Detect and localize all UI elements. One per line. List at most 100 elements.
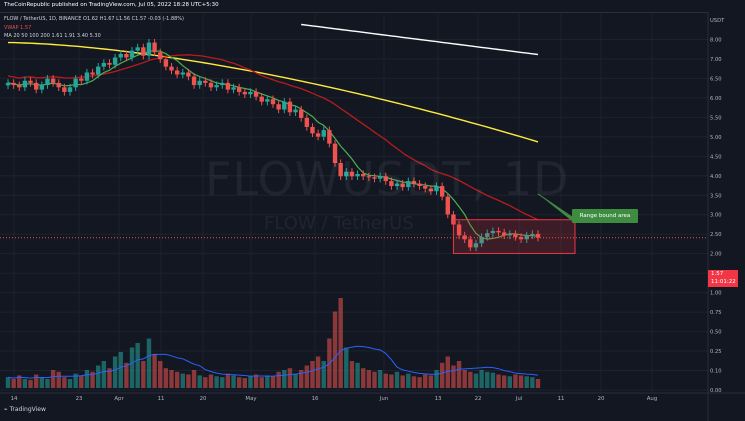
volume-bar	[383, 373, 388, 388]
candle-body	[439, 186, 445, 197]
volume-bar	[468, 371, 473, 388]
candle-body	[17, 85, 22, 88]
candle-body	[124, 54, 129, 58]
candle-body	[22, 80, 28, 88]
volume-bar	[101, 361, 107, 388]
y-tick-label: 0.10	[710, 369, 722, 375]
volume-bar	[163, 368, 169, 388]
y-tick-label: 7.00	[710, 57, 722, 63]
volume-bar	[535, 379, 541, 388]
candle-body	[135, 47, 140, 51]
candle-body	[507, 233, 513, 236]
y-tick-label: 8.00	[710, 37, 722, 43]
ma200-line	[301, 23, 539, 56]
ma100-line	[8, 41, 539, 143]
candle-body	[112, 57, 118, 65]
volume-bar	[400, 375, 405, 388]
candle-body	[191, 76, 197, 86]
x-tick-label: 11	[158, 396, 165, 402]
volume-bar	[174, 371, 180, 388]
candle-body	[361, 173, 366, 177]
candle-body	[101, 62, 107, 67]
candle-body	[518, 236, 524, 240]
moving-average-legend[interactable]: MA 20 50 100 200 1.61 1.91 3.40 5.30	[4, 33, 101, 39]
candle-body	[344, 171, 349, 177]
volume-bar	[462, 370, 467, 388]
annotation-leader	[537, 193, 579, 222]
y-tick-label: 4.50	[710, 154, 722, 160]
volume-bar	[118, 352, 123, 388]
y-tick-label: 5.50	[710, 115, 722, 121]
y-tick-label: USDT	[710, 18, 725, 24]
candle-body	[530, 233, 535, 236]
volume-bar	[445, 356, 450, 388]
candle-body	[287, 101, 293, 113]
header-separator	[0, 12, 708, 13]
candle-body	[197, 80, 202, 86]
candle-body	[485, 233, 490, 237]
volume-bar	[56, 371, 61, 388]
volume-bar	[79, 375, 84, 388]
volume-bar	[90, 371, 95, 388]
volume-bar	[338, 298, 343, 388]
volume-bar	[361, 368, 366, 388]
volume-bar	[310, 361, 315, 388]
volume-bar	[11, 379, 16, 388]
volume-bar	[5, 377, 11, 388]
tradingview-mark-icon: ⌁	[4, 406, 8, 413]
volume-bar	[513, 374, 518, 388]
candle-body	[79, 78, 84, 81]
candle-body	[377, 176, 383, 179]
candle-body	[33, 82, 39, 90]
volume-bar	[191, 370, 197, 388]
candle-body	[11, 82, 16, 86]
candle-body	[462, 235, 467, 240]
volume-bar	[208, 374, 214, 388]
candle-body	[214, 85, 219, 88]
volume-bar	[524, 376, 529, 388]
y-tick-label: 6.50	[710, 76, 722, 82]
candle-body	[355, 173, 360, 177]
volume-bar	[423, 374, 428, 388]
vwap-legend[interactable]: VWAP 1.57	[4, 25, 32, 31]
range-bound-box[interactable]	[452, 219, 576, 254]
symbol-ohlc-legend[interactable]: FLOW / TetherUS, 1D, BINANCE O1.62 H1.67…	[4, 16, 185, 22]
volume-bar	[146, 338, 152, 388]
candle-body	[203, 80, 208, 83]
volume-bar	[50, 370, 56, 388]
volume-bar	[225, 373, 231, 388]
x-tick-label: 13	[435, 396, 442, 402]
volume-bar	[186, 374, 191, 388]
volume-bar	[45, 379, 50, 388]
candle-body	[293, 109, 298, 113]
candle-body	[417, 183, 422, 187]
x-tick-label: Jul	[515, 396, 523, 402]
candle-body	[50, 78, 56, 83]
volume-bar	[265, 375, 270, 388]
candle-body	[394, 183, 400, 187]
volume-bar	[293, 373, 298, 388]
candle-body	[428, 188, 434, 192]
candle-body	[73, 78, 78, 88]
candle-body	[56, 82, 61, 88]
candle-body	[445, 196, 450, 215]
candle-body	[513, 233, 518, 237]
volume-bar	[141, 361, 146, 388]
volume-bar	[507, 376, 513, 388]
tradingview-logo[interactable]: ⌁ TradingView	[4, 406, 46, 413]
candle-body	[67, 87, 73, 92]
volume-bar	[220, 377, 225, 388]
volume-bar	[152, 353, 157, 388]
x-tick-label: 22	[475, 396, 482, 402]
volume-bar	[214, 376, 219, 388]
x-tick-label: Jun	[379, 396, 388, 402]
candle-body	[315, 133, 321, 137]
volume-bar	[377, 370, 383, 388]
candle-body	[372, 177, 377, 179]
volume-bar	[22, 379, 28, 388]
volume-bar	[28, 379, 33, 388]
candle-body	[90, 72, 95, 75]
candle-body	[208, 82, 214, 88]
range-bound-annotation[interactable]: Range bound area	[572, 209, 638, 223]
